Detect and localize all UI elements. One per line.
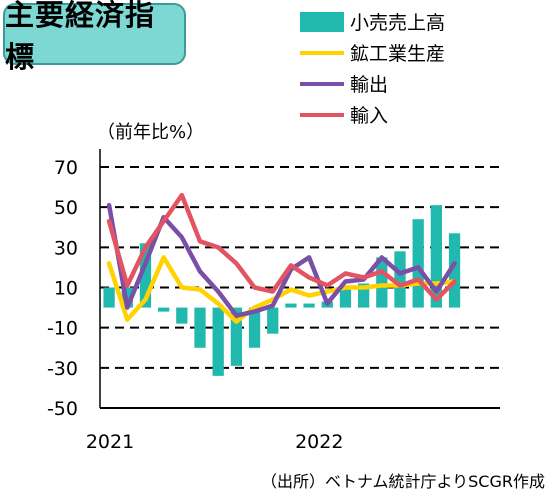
bar-retail (158, 307, 170, 312)
bar-retail (212, 307, 224, 376)
x-tick-label: 2022 (295, 431, 343, 453)
legend-label-retail: 小売売上高 (350, 12, 446, 34)
line-imports (106, 192, 457, 302)
bar-retail (267, 307, 279, 334)
bar-retail (248, 307, 261, 348)
legend-item-exports: 輸出 (300, 68, 445, 99)
bar-retail (394, 251, 406, 308)
y-tick-label: -10 (47, 318, 78, 340)
bar-retail (448, 233, 461, 308)
bar-retail (103, 287, 115, 308)
y-tick-label: 50 (54, 197, 78, 219)
bar-retail (230, 307, 242, 366)
y-tick-label: 70 (54, 157, 78, 179)
bar-retail (412, 219, 424, 308)
y-tick-label: 30 (54, 237, 78, 259)
legend-swatch-retail (300, 11, 344, 32)
y-tick-label: 10 (54, 278, 78, 300)
legend-label-imports: 輸入 (350, 105, 389, 127)
chart-title: 主要経済指標 (5, 0, 156, 74)
bar-retail (339, 287, 352, 308)
y-tick-label: -30 (47, 358, 78, 380)
y-tick-label: -50 (47, 398, 78, 420)
x-tick-label: 2021 (86, 431, 134, 453)
legend-swatch-imports (300, 112, 344, 117)
bar-retail (194, 307, 206, 348)
bar-retail (358, 283, 370, 308)
bar-retail (285, 303, 297, 308)
unit-label: （前年比%） (97, 122, 205, 143)
title-badge: 主要経済指標 (3, 0, 186, 74)
legend-item-retail: 小売売上高 (300, 6, 445, 37)
bar-retail (430, 205, 442, 308)
legend-item-industrial: 鉱工業生産 (300, 37, 445, 68)
bar-retail (176, 307, 188, 324)
legend-swatch-industrial (300, 50, 344, 55)
legend: 小売売上高 鉱工業生産 輸出 輸入 (300, 6, 445, 130)
bar-retail (376, 257, 388, 308)
legend-label-industrial: 鉱工業生産 (350, 43, 446, 65)
bar-retail (139, 243, 152, 308)
source-note: （出所）ベトナム統計庁よりSCGR作成 (260, 472, 545, 491)
legend-item-imports: 輸入 (300, 99, 445, 130)
legend-label-exports: 輸出 (350, 74, 389, 96)
legend-swatch-exports (300, 81, 344, 86)
bar-retail (303, 303, 315, 308)
